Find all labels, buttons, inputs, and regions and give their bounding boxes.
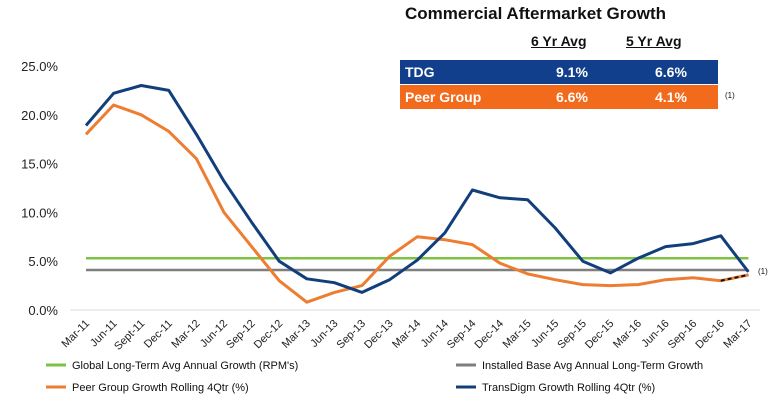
series-line-3: [84, 103, 749, 304]
y-tick-label: 20.0%: [21, 108, 58, 123]
x-tick-label: Mar-16: [611, 318, 644, 351]
y-tick-label: 15.0%: [21, 157, 58, 172]
end-annotation: (1): [758, 267, 768, 276]
y-tick-label: 0.0%: [28, 303, 58, 318]
x-tick-label: Mar-12: [169, 318, 202, 351]
y-tick-label: 10.0%: [21, 205, 58, 220]
series-line-4: [84, 84, 750, 294]
x-axis: Mar-11Jun-11Sept-11Dec-11Mar-12Jun-12Sep…: [60, 309, 760, 353]
x-tick-label: Sep-15: [555, 318, 589, 352]
column-header-5yr: 5 Yr Avg: [626, 33, 682, 49]
row-value-5yr: 4.1%: [655, 89, 687, 105]
legend: Global Long-Term Avg Annual Growth (RPM'…: [46, 360, 703, 394]
x-tick-label: Dec-11: [142, 318, 175, 351]
table-footnote: (1): [725, 91, 735, 100]
x-tick-label: Dec-16: [693, 318, 727, 352]
x-tick-label: Mar-14: [390, 318, 423, 351]
table-row-tdg: TDG 9.1% 6.6%: [400, 60, 718, 84]
legend-label: Installed Base Avg Annual Long-Term Grow…: [482, 360, 703, 372]
dashed-end-segment: [720, 273, 749, 282]
x-tick-label: Dec-15: [583, 318, 617, 352]
x-tick-label: Dec-12: [252, 318, 286, 352]
x-tick-label: Mar-17: [721, 318, 754, 351]
column-header-6yr: 6 Yr Avg: [531, 33, 587, 49]
x-tick-label: Dec-14: [473, 318, 507, 352]
x-tick-label: Sep-14: [445, 318, 479, 352]
row-label: TDG: [405, 64, 435, 80]
row-value-5yr: 6.6%: [655, 64, 687, 80]
y-axis: 0.0% 5.0% 10.0% 15.0% 20.0% 25.0%: [21, 59, 58, 318]
legend-label: Peer Group Growth Rolling 4Qtr (%): [72, 382, 249, 394]
x-tick-label: Sep-16: [666, 318, 700, 352]
row-value-6yr: 9.1%: [556, 64, 588, 80]
x-tick-label: Sep-12: [224, 318, 258, 352]
chart-title: Commercial Aftermarket Growth: [405, 4, 667, 23]
y-tick-label: 25.0%: [21, 59, 58, 74]
series-lines: [84, 84, 750, 304]
x-tick-label: Dec-13: [362, 318, 396, 352]
x-tick-label: Sep-13: [335, 318, 369, 352]
row-label: Peer Group: [405, 89, 482, 105]
legend-label: TransDigm Growth Rolling 4Qtr (%): [482, 382, 655, 394]
table-row-peer-group: Peer Group 6.6% 4.1%: [400, 85, 718, 109]
x-tick-label: Mar-11: [60, 318, 93, 351]
row-value-6yr: 6.6%: [556, 89, 588, 105]
y-tick-label: 5.0%: [28, 254, 58, 269]
x-tick-label: Sept-11: [112, 318, 147, 353]
x-tick-label: Mar-15: [501, 318, 534, 351]
x-tick-label: Mar-13: [280, 318, 313, 351]
legend-label: Global Long-Term Avg Annual Growth (RPM'…: [72, 360, 298, 372]
